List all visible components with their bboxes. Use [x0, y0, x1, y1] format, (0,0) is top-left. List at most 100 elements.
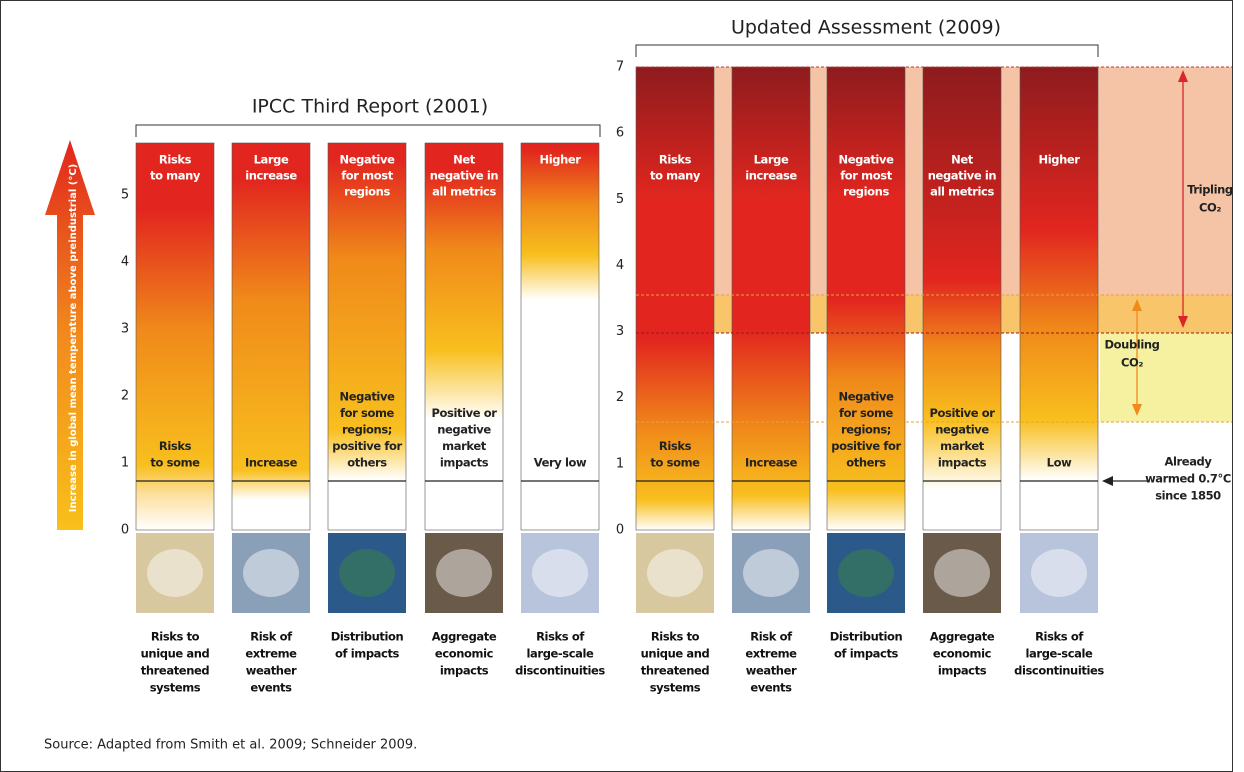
column-label: threatened	[141, 664, 210, 678]
risk-high-text: Large	[254, 153, 289, 167]
photo-detail	[934, 549, 990, 597]
risk-high-text: for most	[341, 169, 394, 183]
risk-high-text: to many	[150, 169, 201, 183]
y-tick-label: 0	[616, 523, 624, 538]
risk-high-text: all metrics	[432, 185, 496, 199]
risk-high-text: increase	[245, 169, 297, 183]
risk-low-text: regions;	[342, 423, 392, 437]
risk-low-text: negative	[935, 423, 989, 437]
column-label: impacts	[440, 664, 489, 678]
risk-low-text: Very low	[534, 456, 587, 470]
y-tick-label: 6	[616, 126, 624, 141]
photo	[425, 533, 503, 613]
photo-detail	[647, 549, 703, 597]
risk-high-text: increase	[745, 169, 797, 183]
risk-low-text: positive for	[332, 439, 402, 453]
arrow-head	[1102, 476, 1113, 486]
risk-high-text: to many	[650, 169, 701, 183]
photo-detail	[243, 549, 299, 597]
risk-low-text: Risks	[159, 439, 192, 453]
column-label: Aggregate	[432, 630, 497, 644]
column-label: discontinuities	[1014, 664, 1104, 678]
photo	[328, 533, 406, 613]
ember-bar	[520, 142, 600, 531]
y-tick-label: 2	[121, 389, 129, 404]
columns: 0 1 2 3 4 5 Risks to many Risks to some Risks to un…	[121, 59, 1233, 694]
warmed-label: Already	[1164, 455, 1212, 469]
risk-low-text: Positive or	[431, 406, 497, 420]
photo	[636, 533, 714, 613]
risk-low-text: others	[846, 456, 886, 470]
column-label: events	[750, 681, 792, 695]
risk-high-text: Negative	[340, 153, 396, 167]
risk-high-text: Risks	[659, 153, 692, 167]
arrow-head	[1132, 404, 1142, 416]
ember-bar	[135, 142, 215, 531]
risk-low-text: impacts	[440, 456, 489, 470]
risk-high-text: Risks	[159, 153, 192, 167]
risk-low-text: Increase	[745, 456, 798, 470]
column-label: threatened	[641, 664, 710, 678]
column-label: of impacts	[335, 647, 400, 661]
photo	[1020, 533, 1098, 613]
risk-low-text: for some	[839, 406, 894, 420]
column-label: extreme	[245, 647, 297, 661]
risk-high-text: Higher	[1038, 153, 1080, 167]
ember-bar	[1019, 66, 1099, 531]
column-label: Distribution	[830, 630, 903, 644]
risk-low-text: others	[347, 456, 387, 470]
ember-bar	[231, 142, 311, 531]
source: Source: Adapted from Smith et al. 2009; …	[44, 738, 417, 753]
risk-low-text: Low	[1047, 456, 1072, 470]
axis-label: Increase in global mean temperature abov…	[68, 164, 79, 512]
photo-detail	[147, 549, 203, 597]
column-label: weather	[746, 664, 797, 678]
y-tick-label: 5	[616, 192, 624, 207]
photo-detail	[436, 549, 492, 597]
column-label: economic	[435, 647, 494, 661]
y-tick-label: 7	[616, 59, 624, 74]
photo-detail	[532, 549, 588, 597]
risk-high-text: regions	[344, 185, 390, 199]
column-label: Risk of	[250, 630, 293, 644]
column-label: systems	[650, 681, 701, 695]
y-tick-label: 1	[121, 456, 129, 471]
tripling-label: Tripling	[1187, 183, 1233, 197]
y-tick-label: 4	[616, 258, 624, 273]
column-label: impacts	[938, 664, 987, 678]
panel-title: Updated Assessment (2009)	[731, 17, 1001, 39]
column-label: discontinuities	[515, 664, 605, 678]
risk-high-text: Negative	[839, 153, 895, 167]
risk-high-text: all metrics	[930, 185, 994, 199]
arrow-head	[1178, 70, 1188, 82]
column-label: large-scale	[527, 647, 595, 661]
photo	[521, 533, 599, 613]
risk-low-text: regions;	[841, 423, 891, 437]
column-label: Risks to	[151, 630, 200, 644]
column-label: economic	[933, 647, 992, 661]
ember-bar	[826, 66, 906, 531]
column-label: extreme	[745, 647, 797, 661]
doubling-label: Doubling	[1105, 338, 1160, 352]
risk-low-text: negative	[437, 423, 491, 437]
risk-low-text: Risks	[659, 439, 692, 453]
column-label: Distribution	[331, 630, 404, 644]
risk-high-text: for most	[840, 169, 893, 183]
risk-low-text: Positive or	[929, 406, 995, 420]
ember-bar	[424, 142, 504, 531]
risk-low-text: to some	[150, 456, 200, 470]
y-tick-label: 2	[616, 390, 624, 405]
bracket	[135, 124, 601, 137]
photo	[232, 533, 310, 613]
column-label: Risk of	[750, 630, 793, 644]
panel-title: IPCC Third Report (2001)	[252, 96, 488, 118]
column-label: Risks of	[536, 630, 585, 644]
risk-low-text: Increase	[245, 456, 298, 470]
arrow-head	[1178, 316, 1188, 328]
column-label: of impacts	[834, 647, 899, 661]
risk-low-text: positive for	[831, 439, 901, 453]
risk-low-text: impacts	[938, 456, 987, 470]
y-tick-label: 3	[616, 324, 624, 339]
risk-low-text: for some	[340, 406, 395, 420]
bracket	[635, 44, 1099, 57]
